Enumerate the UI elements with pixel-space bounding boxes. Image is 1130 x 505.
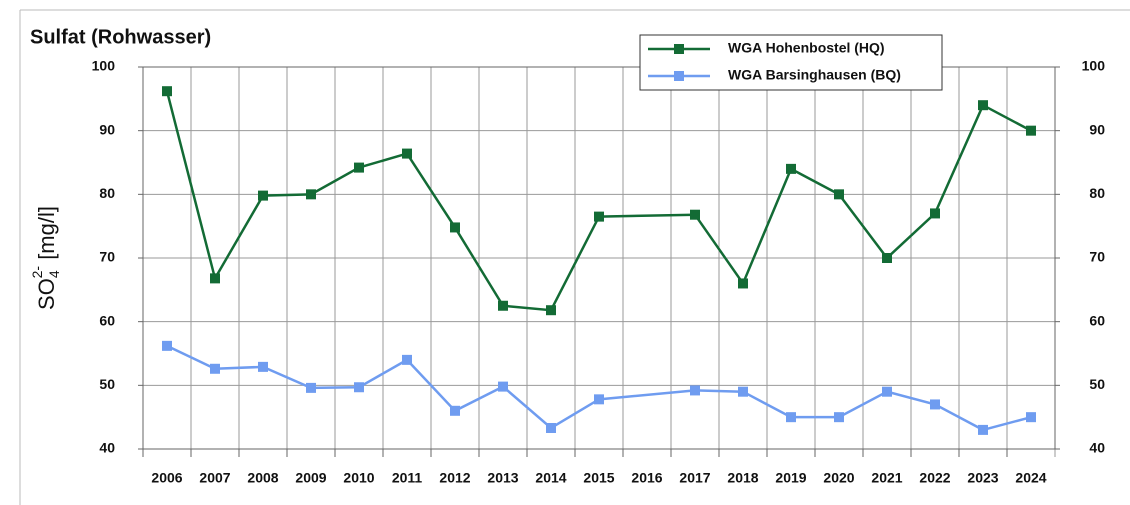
- marker: [594, 394, 604, 405]
- x-tick-label: 2010: [343, 470, 374, 486]
- marker: [306, 189, 316, 200]
- marker: [498, 300, 508, 311]
- y-axis-label: SO42- [mg/l]: [29, 206, 62, 310]
- y2-tick-label: 100: [1082, 58, 1106, 74]
- x-tick-label: 2020: [823, 470, 854, 486]
- marker: [690, 385, 700, 396]
- marker: [978, 100, 988, 111]
- marker: [594, 211, 604, 222]
- y-tick-label: 40: [99, 440, 115, 456]
- marker: [210, 273, 220, 284]
- x-tick-label: 2015: [583, 470, 614, 486]
- x-tick-label: 2007: [199, 470, 230, 486]
- marker: [402, 354, 412, 365]
- y-tick-label: 80: [99, 185, 115, 201]
- legend-label: WGA Barsinghausen (BQ): [728, 67, 901, 83]
- marker: [834, 412, 844, 423]
- marker: [546, 305, 556, 316]
- y-label-base: SO: [34, 278, 59, 310]
- marker: [738, 386, 748, 397]
- y2-tick-label: 50: [1089, 376, 1105, 392]
- x-tick-label: 2016: [631, 470, 662, 486]
- x-tick-label: 2011: [392, 470, 423, 486]
- x-tick-label: 2013: [487, 470, 518, 486]
- marker: [258, 190, 268, 201]
- marker: [450, 222, 460, 233]
- marker: [402, 148, 412, 159]
- marker: [978, 424, 988, 435]
- x-tick-label: 2019: [775, 470, 806, 486]
- marker: [162, 340, 172, 351]
- marker: [354, 382, 364, 393]
- marker: [1026, 412, 1036, 423]
- x-tick-label: 2009: [295, 470, 326, 486]
- x-tick-label: 2018: [727, 470, 758, 486]
- marker: [930, 399, 940, 410]
- line: [166, 344, 1032, 432]
- y-label-unit: [mg/l]: [34, 206, 59, 266]
- plot-frame: [142, 66, 1056, 450]
- marker: [450, 405, 460, 416]
- marker: [786, 163, 796, 174]
- y-label-sup: 2-: [29, 266, 45, 279]
- marker: [546, 422, 556, 433]
- x-tick-label: 2022: [919, 470, 950, 486]
- y2-tick-label: 80: [1089, 185, 1105, 201]
- marker: [786, 412, 796, 423]
- y-tick-label: 90: [99, 121, 115, 137]
- y-tick-label: 60: [99, 312, 115, 328]
- x-tick-label: 2014: [535, 470, 566, 486]
- marker: [882, 386, 892, 397]
- marker: [1026, 125, 1036, 136]
- marker: [738, 278, 748, 289]
- marker: [498, 381, 508, 392]
- x-tick-label: 2023: [967, 470, 998, 486]
- y2-tick-label: 70: [1089, 249, 1105, 265]
- y2-tick-label: 60: [1089, 312, 1105, 328]
- legend-box: [639, 34, 943, 91]
- legend-marker: [674, 71, 684, 81]
- y-label-sub: 4: [46, 270, 62, 278]
- x-tick-label: 2024: [1015, 470, 1046, 486]
- line: [165, 90, 1032, 312]
- marker: [162, 86, 172, 97]
- marker: [690, 209, 700, 220]
- marker: [882, 253, 892, 263]
- marker: [210, 363, 220, 374]
- chart-title: Sulfat (Rohwasser): [30, 26, 211, 48]
- y-tick-label: 50: [99, 376, 115, 392]
- x-tick-label: 2006: [151, 470, 182, 486]
- x-tick-label: 2008: [247, 470, 278, 486]
- y2-tick-label: 90: [1089, 121, 1105, 137]
- x-tick-label: 2017: [679, 470, 710, 486]
- legend-marker: [674, 44, 684, 54]
- y2-tick-label: 40: [1089, 440, 1105, 456]
- marker: [306, 382, 316, 393]
- legend-label: WGA Hohenbostel (HQ): [728, 40, 885, 56]
- y-tick-label: 70: [99, 249, 115, 265]
- x-tick-label: 2012: [439, 470, 470, 486]
- marker: [354, 162, 364, 173]
- marker: [258, 361, 268, 372]
- marker: [834, 189, 844, 200]
- marker: [930, 208, 940, 219]
- x-tick-label: 2021: [871, 470, 902, 486]
- y-tick-label: 100: [92, 58, 116, 74]
